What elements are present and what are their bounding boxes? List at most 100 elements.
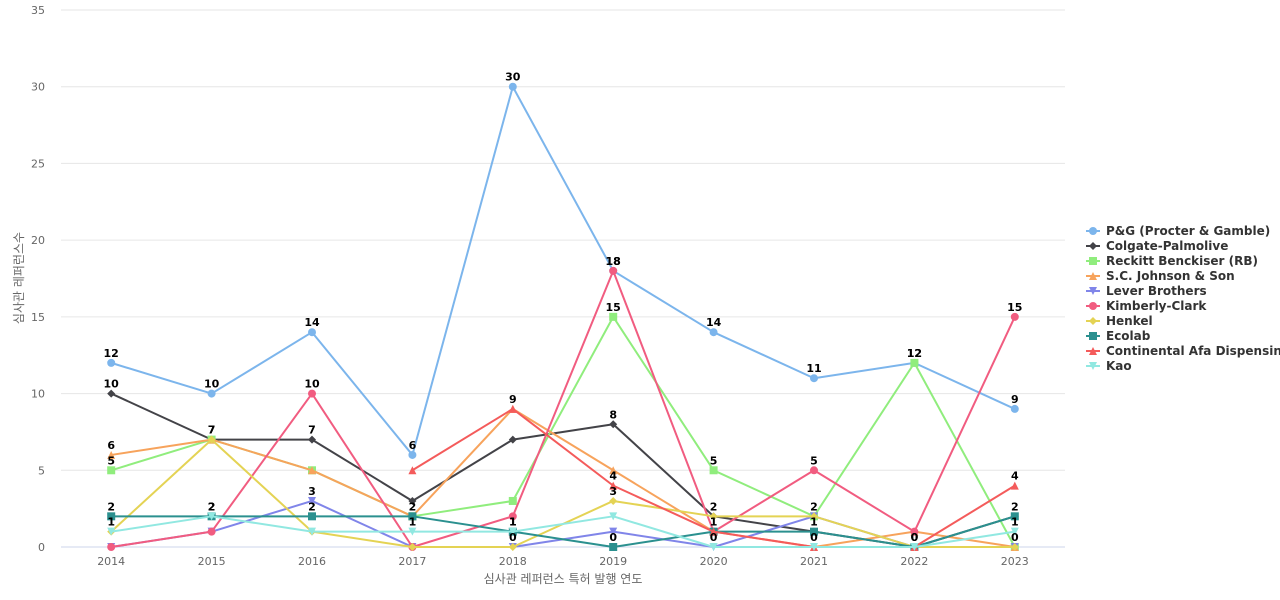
data-label: 7 (308, 424, 316, 437)
data-point (207, 527, 216, 536)
data-label: 10 (204, 378, 220, 391)
data-point (1010, 481, 1019, 490)
series-7 (107, 512, 1019, 551)
data-label: 0 (609, 531, 617, 544)
data-label: 2 (208, 500, 216, 513)
x-tick-label: 2023 (1001, 555, 1029, 568)
data-point (810, 374, 818, 383)
data-label: 0 (710, 531, 718, 544)
y-tick-label: 20 (31, 234, 45, 247)
data-point (408, 512, 417, 521)
data-point (609, 496, 618, 505)
data-label: 0 (911, 531, 919, 544)
data-point (308, 466, 316, 475)
legend-item[interactable]: Continental Afa Dispensing (1086, 344, 1280, 358)
data-label: 8 (609, 408, 617, 421)
data-label: 14 (706, 316, 722, 329)
series-3 (107, 404, 1019, 551)
data-point (609, 266, 618, 275)
data-point (107, 527, 116, 536)
data-point (508, 496, 517, 505)
series-line (111, 515, 1016, 548)
legend-marker (1089, 272, 1097, 280)
legend-item[interactable]: Kimberly-Clark (1086, 299, 1207, 313)
data-label: 7 (208, 424, 216, 437)
data-point (107, 543, 116, 551)
data-point (508, 543, 517, 551)
series-line (110, 438, 1015, 548)
legend-label: Henkel (1106, 314, 1153, 328)
data-point (107, 450, 116, 459)
data-point (609, 312, 618, 321)
x-tick-label: 2018 (499, 555, 527, 568)
legend-item[interactable]: Colgate-Palmolive (1086, 239, 1228, 253)
data-label: 1 (509, 516, 517, 529)
data-point (609, 481, 618, 490)
series-6 (107, 435, 1019, 551)
data-point (508, 527, 517, 536)
data-point (308, 328, 316, 337)
series-0 (107, 82, 1019, 459)
data-label: 15 (1007, 301, 1022, 314)
legend-marker (1089, 317, 1097, 325)
data-point (709, 543, 718, 551)
data-point (508, 435, 517, 444)
legend-label: S.C. Johnson & Son (1106, 269, 1235, 283)
legend-item[interactable]: Kao (1086, 359, 1132, 373)
legend-label: Kao (1106, 359, 1132, 373)
data-point (308, 389, 316, 398)
data-label: 0 (1011, 531, 1019, 544)
x-tick-label: 2020 (700, 555, 728, 568)
data-point (508, 404, 517, 413)
data-label: 0 (810, 531, 818, 544)
legend-item[interactable]: Ecolab (1086, 329, 1151, 343)
data-label: 7 (208, 424, 216, 437)
y-tick-label: 0 (38, 541, 45, 554)
legend-item[interactable]: Reckitt Benckiser (RB) (1086, 254, 1258, 268)
data-point (910, 543, 919, 551)
legend-label: Colgate-Palmolive (1106, 239, 1228, 253)
legend-item[interactable]: S.C. Johnson & Son (1086, 269, 1235, 283)
legend-label: Continental Afa Dispensing (1106, 344, 1280, 358)
legend-item[interactable]: Lever Brothers (1086, 284, 1207, 298)
legend-marker (1089, 227, 1097, 235)
legend-label: Kimberly-Clark (1106, 299, 1207, 313)
y-tick-label: 25 (31, 157, 45, 170)
legend-item[interactable]: Henkel (1086, 314, 1153, 328)
data-point (308, 435, 316, 444)
data-point (1010, 512, 1019, 521)
data-label: 1 (1011, 516, 1019, 529)
data-point (709, 466, 718, 475)
y-axis-title: 심사관 레퍼런스수 (12, 232, 26, 324)
data-point (107, 389, 116, 398)
legend-marker (1089, 302, 1097, 310)
legend-item[interactable]: P&G (Procter & Gamble) (1086, 224, 1270, 238)
data-point (308, 512, 316, 521)
data-label: 5 (810, 454, 818, 467)
data-label: 3 (308, 485, 316, 498)
data-label: 2 (1011, 500, 1019, 513)
x-tick-label: 2022 (900, 555, 928, 568)
legend-marker (1089, 332, 1097, 340)
series-9 (107, 512, 1019, 551)
x-tick-label: 2015 (198, 555, 226, 568)
y-axis-ticks: 0 5 10 15 20 25 30 35 (31, 4, 45, 554)
data-point (910, 358, 919, 367)
data-label: 9 (509, 393, 517, 406)
data-label: 12 (907, 347, 922, 360)
data-label: 1 (509, 516, 517, 529)
data-point (207, 435, 216, 444)
grid-lines (61, 9, 1065, 471)
legend-marker (1089, 347, 1097, 355)
data-point (107, 358, 116, 367)
data-label: 18 (606, 255, 621, 268)
data-label: 4 (1011, 470, 1019, 483)
data-label: 2 (710, 500, 718, 513)
data-label: 2 (308, 500, 316, 513)
data-point (1010, 404, 1019, 413)
x-axis-title: 심사관 레퍼런스 특허 발행 연도 (484, 571, 643, 586)
data-point (107, 512, 116, 521)
data-point (408, 527, 417, 536)
data-point (408, 466, 417, 475)
